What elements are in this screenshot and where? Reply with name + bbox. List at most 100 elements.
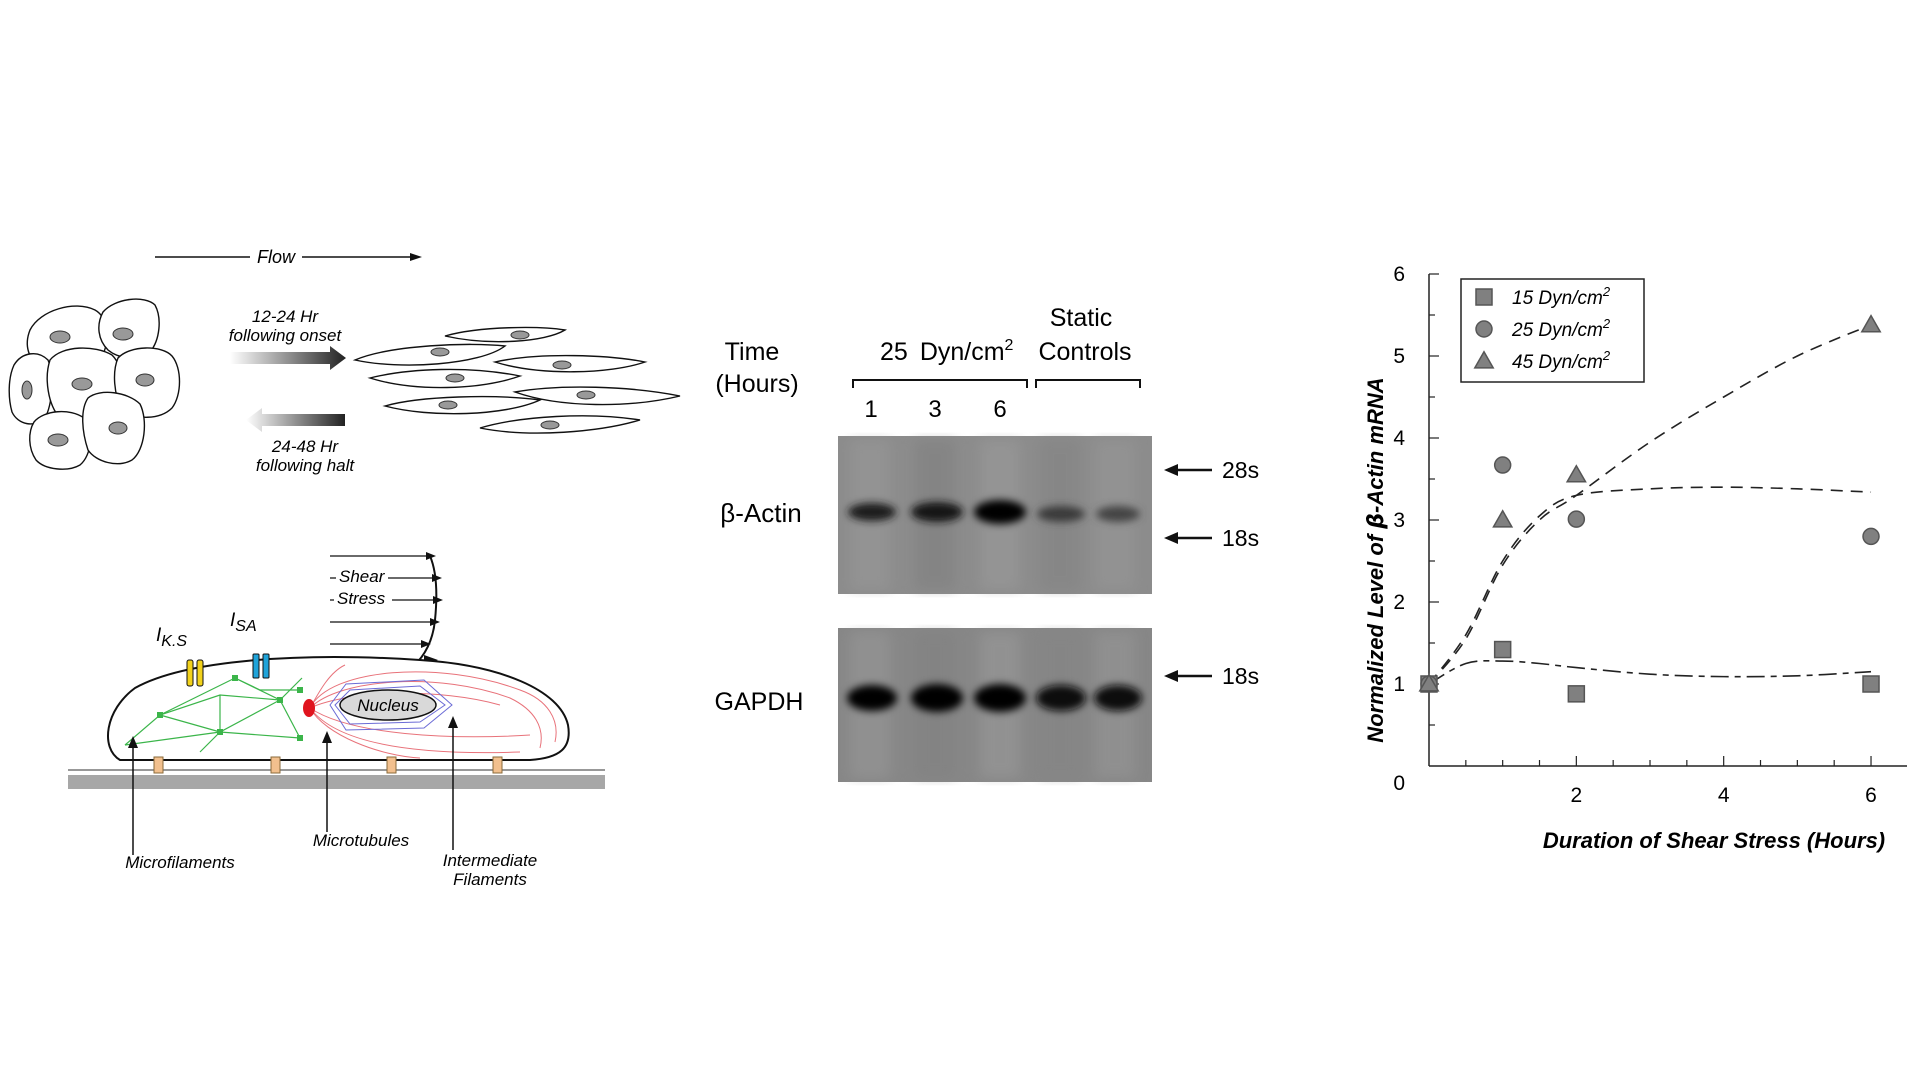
arrow-head [322,731,332,743]
substrate [68,775,605,789]
elongated-cell [512,386,681,406]
data-point-triangle [1565,464,1587,483]
focal-adhesions [153,756,503,774]
gapdh-bands [847,684,1142,712]
shear-label: Shear [339,567,386,586]
data-point-square [1567,685,1586,703]
shear-label-bg [336,568,388,584]
controls-label: Controls [1038,338,1131,366]
elongated-cell [479,415,641,434]
nucleus-dot [71,377,93,391]
tick-labels: 1 2 3 4 5 6 0 2 4 6 [1393,263,1877,807]
stress-label: Stress [337,589,386,608]
microfilament-nodes [157,675,303,741]
sa-channel-label: ISA [230,610,257,635]
intermediate-filaments [309,664,557,759]
stress-label-bg [334,590,392,606]
sa-channel-left [252,653,260,679]
beta-actin-label: β-Actin [720,498,801,528]
nucleus-dot [510,330,530,340]
y-tick-label: 5 [1393,345,1405,368]
lane-1-label: 1 [864,396,877,423]
microtubule-ring [329,679,453,731]
size-marker-heads [1164,464,1178,682]
x-tick-label: 2 [1570,784,1582,807]
data-points [1418,314,1882,703]
band-lane-1 [848,503,896,521]
y-axis-label: Normalized Level of β-Actin mRNA [1363,377,1389,742]
northern-blot: Time (Hours) 25 Dyn/cm2 Static Controls 1… [715,304,1259,782]
data-point-triangle [1492,509,1514,528]
cell-diagram-panel: Flow 12-24 Hr following onset 24-48 Hr f… [0,0,700,1080]
arrow-head [448,716,458,728]
arrow-head [421,640,431,648]
nucleus-dot [576,390,596,400]
band-control-1 [1036,685,1086,711]
nucleus [339,689,437,721]
fit-curves [1428,324,1872,685]
elongated-cells [352,326,681,434]
x-tick-label: 4 [1718,784,1730,807]
band-lane-6 [974,500,1026,524]
onset-label-time: 12-24 Hr [252,307,319,326]
nucleus-dot [430,347,450,357]
band-control-2 [1094,685,1142,711]
legend-label: 15 Dyn/cm2 [1512,284,1611,309]
fit-curve [1428,324,1872,685]
shear-condition-label: 25 Dyn/cm2 [880,337,1014,366]
arrow-head [433,596,443,604]
halt-label-text: following halt [256,456,356,475]
arrow-head [426,552,436,560]
ks-channel-right [196,659,204,687]
hours-label: (Hours) [715,370,798,398]
nucleus-dot [445,373,465,383]
microtubules [329,679,453,731]
node [297,687,303,693]
y-tick-label: 3 [1393,509,1405,532]
data-point-circle [1567,510,1586,528]
beta-actin-bands [848,500,1140,524]
chart-panel: 1 2 3 4 5 6 0 2 4 6 Duration of Shear Stress (Hou… [1300,0,1920,1080]
arrow-head [128,736,138,748]
intermediate-label-line2: Filaments [453,870,527,889]
beta-actin-chart: 1 2 3 4 5 6 0 2 4 6 Duration of Shear Stress (Hou… [1363,263,1907,853]
northern-blot-panel: Time (Hours) 25 Dyn/cm2 Static Controls 1… [700,0,1300,1080]
data-point-square [1493,640,1512,659]
onset-arrow [230,346,346,370]
microtubules-label: Microtubules [313,831,410,850]
nucleus-dot [552,360,572,370]
lane-6-label: 6 [993,396,1006,423]
data-point-triangle [1860,314,1882,333]
band-lane-3 [911,502,963,522]
elongated-cell [382,395,543,415]
microtubule-organizing-center [303,699,315,717]
node [297,735,303,741]
ks-channel-left [186,659,194,687]
elongated-cell [444,326,568,343]
focal-adhesion [386,756,397,774]
gapdh-label: GAPDH [715,688,804,716]
arrow-head [432,574,442,582]
cobblestone-nuclei [21,327,155,447]
node [232,675,238,681]
lane-3-label: 3 [928,396,941,423]
arrow-head [430,618,440,626]
legend-marker-square [1475,288,1493,306]
cell-diagram: Flow 12-24 Hr following onset 24-48 Hr f… [8,247,681,889]
sa-channel-right [262,653,270,679]
elongated-cell [367,368,523,389]
node [277,697,283,703]
data-point-square [1862,675,1880,693]
x-axis-label: Duration of Shear Stress (Hours) [1543,828,1885,853]
fit-curve [1428,660,1872,685]
onset-label-text: following onset [229,326,343,345]
static-label: Static [1050,304,1113,332]
filament [309,707,521,754]
arrow-head [1164,464,1178,476]
callout-heads [128,716,458,748]
band-lane-3 [911,684,963,712]
band-lane-1 [847,685,897,711]
shear-bracket [852,379,1028,388]
callout-lines [132,720,454,855]
halt-arrow [246,408,345,432]
